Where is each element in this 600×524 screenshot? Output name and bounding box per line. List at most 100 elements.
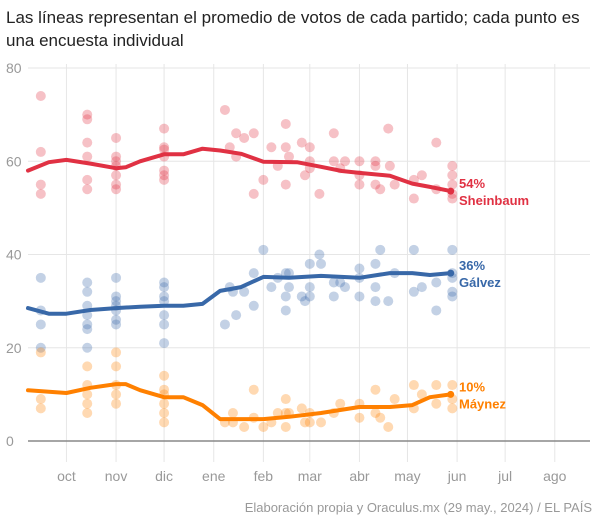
- series-name-label: Gálvez: [459, 275, 501, 290]
- poll-point: [219, 319, 230, 330]
- poll-point: [159, 408, 170, 419]
- poll-point: [111, 151, 122, 162]
- poll-point: [447, 403, 458, 414]
- poll-point: [82, 398, 93, 409]
- x-tick-label: abr: [349, 468, 370, 484]
- poll-point: [111, 170, 122, 181]
- poll-point: [314, 249, 325, 260]
- poll-point: [231, 310, 242, 321]
- poll-point: [35, 146, 46, 157]
- poll-point: [304, 282, 315, 293]
- poll-point: [82, 277, 93, 288]
- poll-point: [431, 277, 442, 288]
- poll-point: [299, 296, 310, 307]
- poll-point: [159, 310, 170, 321]
- average-endpoint: [447, 187, 455, 195]
- poll-point: [370, 296, 381, 307]
- poll-point: [447, 193, 458, 204]
- poll-point: [447, 160, 458, 171]
- poll-point: [447, 291, 458, 302]
- poll-point: [82, 361, 93, 372]
- poll-point: [35, 188, 46, 199]
- poll-point: [111, 398, 122, 409]
- poll-point: [248, 384, 259, 395]
- poll-point: [35, 347, 46, 358]
- y-tick-label: 60: [6, 153, 22, 169]
- poll-point: [370, 384, 381, 395]
- poll-point: [239, 286, 250, 297]
- poll-point: [239, 422, 250, 433]
- poll-point: [35, 90, 46, 101]
- poll-point: [35, 272, 46, 283]
- poll-point: [328, 156, 339, 167]
- poll-point: [159, 144, 170, 155]
- poll-point: [375, 184, 386, 195]
- poll-point: [299, 170, 310, 181]
- poll-point: [35, 394, 46, 405]
- poll-point: [280, 422, 291, 433]
- poll-point: [328, 291, 339, 302]
- poll-point: [354, 412, 365, 423]
- series-value-label: 54%: [459, 176, 485, 191]
- poll-point: [159, 165, 170, 176]
- poll-point: [35, 342, 46, 353]
- poll-point: [304, 417, 315, 428]
- poll-point: [258, 174, 269, 185]
- poll-point: [431, 137, 442, 148]
- poll-point: [447, 380, 458, 391]
- poll-point: [248, 268, 259, 279]
- x-tick-label: jun: [447, 468, 467, 484]
- poll-point: [370, 408, 381, 419]
- poll-point: [370, 258, 381, 269]
- poll-point: [111, 156, 122, 167]
- poll-point: [370, 282, 381, 293]
- series-value-label: 36%: [459, 258, 485, 273]
- poll-point: [82, 114, 93, 125]
- poll-point: [384, 160, 395, 171]
- poll-point: [82, 109, 93, 120]
- poll-point: [447, 244, 458, 255]
- poll-point: [248, 128, 259, 139]
- poll-point: [159, 277, 170, 288]
- poll-point: [370, 160, 381, 171]
- poll-point: [266, 142, 277, 153]
- poll-point: [280, 118, 291, 129]
- poll-point: [304, 258, 315, 269]
- poll-point: [111, 291, 122, 302]
- x-tick-label: may: [394, 468, 420, 484]
- poll-point: [304, 142, 315, 153]
- poll-point: [370, 156, 381, 167]
- y-tick-label: 20: [6, 340, 22, 356]
- poll-point: [111, 184, 122, 195]
- poll-point: [296, 291, 307, 302]
- poll-point: [408, 244, 419, 255]
- poll-point: [340, 282, 351, 293]
- average-line-gálvez: [26, 271, 453, 316]
- poll-point: [111, 296, 122, 307]
- x-tick-label: dic: [155, 468, 173, 484]
- poll-point: [159, 174, 170, 185]
- poll-point: [280, 291, 291, 302]
- poll-point: [111, 389, 122, 400]
- poll-point: [375, 412, 386, 423]
- chart-title: Las líneas representan el promedio de vo…: [6, 8, 580, 50]
- poll-point: [280, 394, 291, 405]
- y-tick-label: 40: [6, 247, 22, 263]
- poll-point: [447, 286, 458, 297]
- series-name-label: Sheinbaum: [459, 193, 529, 208]
- poll-point: [431, 305, 442, 316]
- poll-point: [159, 291, 170, 302]
- poll-point: [159, 398, 170, 409]
- x-tick-label: jul: [497, 468, 512, 484]
- poll-point: [82, 184, 93, 195]
- poll-point: [111, 272, 122, 283]
- average-endpoint: [447, 390, 455, 398]
- x-tick-label: ago: [543, 468, 567, 484]
- poll-point: [258, 422, 269, 433]
- poll-point: [431, 398, 442, 409]
- series-value-label: 10%: [459, 379, 485, 394]
- poll-point: [328, 277, 339, 288]
- poll-point: [304, 291, 315, 302]
- poll-point: [389, 179, 400, 190]
- poll-point: [82, 151, 93, 162]
